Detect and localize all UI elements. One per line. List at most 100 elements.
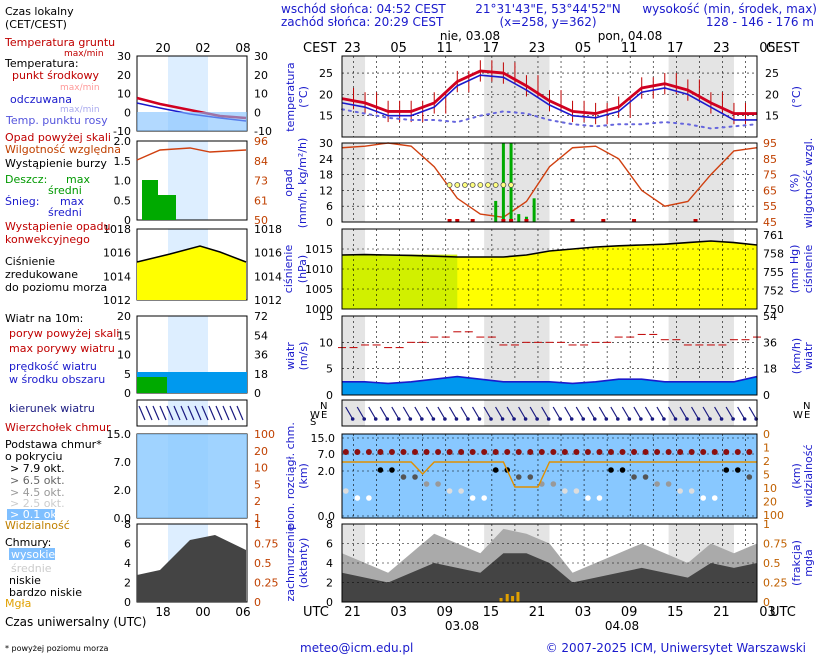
cloud-top-dot bbox=[619, 449, 626, 455]
legend-ytick-left: 0.0 bbox=[114, 512, 132, 525]
legend-wind-arrow bbox=[222, 405, 230, 421]
coords-text: 21°31'43"E, 53°44'52"N bbox=[475, 2, 620, 16]
fog-bar bbox=[516, 592, 520, 602]
wind-arrow-head bbox=[673, 417, 678, 421]
legend-ytick-right: 10 bbox=[254, 462, 268, 475]
ytick-left: 15 bbox=[319, 310, 333, 323]
legend-rain-bar2 bbox=[158, 195, 176, 220]
wind-arrow bbox=[529, 406, 538, 420]
legend-rain-mid: średni bbox=[48, 184, 82, 197]
wind-arrow-head bbox=[466, 417, 470, 421]
press-unit-right: (mm Hg) bbox=[788, 245, 801, 294]
legend-ytick-left: 1016 bbox=[103, 247, 131, 260]
cloud-base-dot bbox=[515, 474, 522, 480]
cloud-top-dot bbox=[631, 449, 638, 455]
cloud-top-dot bbox=[481, 449, 488, 455]
wind-arrow-head bbox=[604, 417, 609, 421]
wind-arrow-head bbox=[443, 417, 447, 421]
legend-top-tick: 20 bbox=[155, 41, 170, 55]
cloud-top-dot bbox=[377, 449, 384, 455]
ytick-right: 25 bbox=[765, 67, 779, 80]
vis-label-right: widzialność bbox=[802, 444, 815, 507]
legend-ytick-left: 2 bbox=[124, 577, 131, 590]
footer-email[interactable]: meteo@icm.edu.pl bbox=[300, 641, 413, 655]
ytick-right: 0 bbox=[763, 428, 770, 441]
ytick-right: 15 bbox=[765, 110, 779, 123]
legend-wind-dir: kierunek wiatru bbox=[9, 402, 95, 415]
legend-ytick-left: 0.5 bbox=[114, 194, 132, 207]
legend-ytick-right: 20 bbox=[254, 445, 268, 458]
conv-marker bbox=[455, 219, 460, 222]
legend-wind-arrow bbox=[173, 405, 181, 421]
legend-press2: zredukowane bbox=[5, 268, 78, 281]
wind-arrow bbox=[702, 406, 711, 420]
legend-precip-above: Opad powyżej skali bbox=[5, 131, 111, 144]
cest-label-right: CEST bbox=[766, 41, 800, 56]
compass-n-right: N bbox=[803, 401, 810, 412]
wind-arrow bbox=[633, 406, 642, 420]
wind-arrow bbox=[345, 406, 354, 420]
legend-ytick-left: 0 bbox=[124, 387, 131, 400]
pressure-line bbox=[341, 240, 758, 258]
cloud-top-dot bbox=[688, 449, 695, 455]
cloud-base-dot bbox=[423, 481, 430, 487]
sky-bg bbox=[342, 434, 757, 518]
wind-arrow-head bbox=[535, 417, 539, 421]
wind-arrow-head bbox=[477, 417, 482, 421]
legend-ytick-left: 20 bbox=[117, 69, 131, 82]
wind-arrow bbox=[691, 406, 700, 420]
ytick-right: 0.5 bbox=[763, 557, 781, 570]
top-tick-label: 05 bbox=[575, 41, 592, 56]
cov-unit-left: (oktanty) bbox=[297, 538, 310, 589]
legend-humidity: Wilgotność względna bbox=[5, 143, 121, 156]
ytick-left: 1000 bbox=[305, 303, 333, 316]
wind-arrow-head bbox=[500, 417, 505, 421]
temp-unit-left: (°C) bbox=[297, 86, 310, 108]
legend-dew-area bbox=[137, 112, 247, 131]
ytick-right: 752 bbox=[763, 285, 784, 298]
legend-ytick-right: 2 bbox=[254, 495, 261, 508]
legend-press-line bbox=[136, 245, 247, 263]
conv-marker bbox=[501, 219, 506, 222]
conv-marker bbox=[470, 219, 475, 222]
fog-bar bbox=[499, 598, 503, 602]
legend-wind-arrow bbox=[180, 405, 188, 421]
cloud-top-dot bbox=[446, 449, 453, 455]
legend-panel-border bbox=[136, 399, 248, 427]
panel-4 bbox=[342, 400, 757, 426]
legend-ytick-left: 4 bbox=[124, 557, 131, 570]
wind-arrow-head bbox=[523, 417, 528, 421]
height-values: 128 - 146 - 176 m bbox=[706, 15, 814, 29]
hum-unit-right: (%) bbox=[788, 173, 801, 192]
cloud-base-dot bbox=[619, 467, 626, 473]
bottom-tick-label: 21 bbox=[344, 605, 361, 620]
okt01-bg bbox=[7, 509, 55, 520]
legend-bottom-tick: 18 bbox=[155, 605, 170, 619]
wind-arrow-head bbox=[639, 417, 643, 421]
cloud-top-dot bbox=[734, 449, 741, 455]
ytick-left: 4 bbox=[326, 557, 333, 570]
legend-snow: Śnieg: bbox=[5, 195, 39, 208]
wind-arrow-head bbox=[512, 417, 516, 421]
legend-wind-arrow bbox=[145, 405, 153, 421]
cloud-top-dot bbox=[515, 449, 522, 455]
wind-arrow bbox=[621, 406, 630, 420]
wind-arrow bbox=[714, 406, 723, 420]
wind-arrow bbox=[552, 406, 561, 420]
bottom-axis: UTC UTC 03.08 04.08 21 03 09 15 21 03 09 15 21 03 bbox=[303, 605, 796, 633]
wind-arrow bbox=[610, 406, 619, 420]
cloud-top-dot bbox=[607, 449, 614, 455]
legend-ytick-right: 0.25 bbox=[254, 577, 279, 590]
cloud-base-dot bbox=[654, 481, 660, 487]
ytick-right: 0 bbox=[763, 596, 770, 609]
legend-wind-arrow bbox=[152, 405, 160, 421]
legend-rain-bar bbox=[142, 180, 158, 220]
wind-arrow-head bbox=[420, 417, 424, 421]
cloud-top-dot bbox=[584, 449, 591, 455]
wind-arrow bbox=[541, 406, 550, 420]
conv-marker bbox=[632, 219, 637, 222]
conv-marker bbox=[447, 219, 452, 222]
cloud-top-dot bbox=[527, 449, 534, 455]
fog-unit-right: (frakcja) bbox=[790, 540, 803, 586]
